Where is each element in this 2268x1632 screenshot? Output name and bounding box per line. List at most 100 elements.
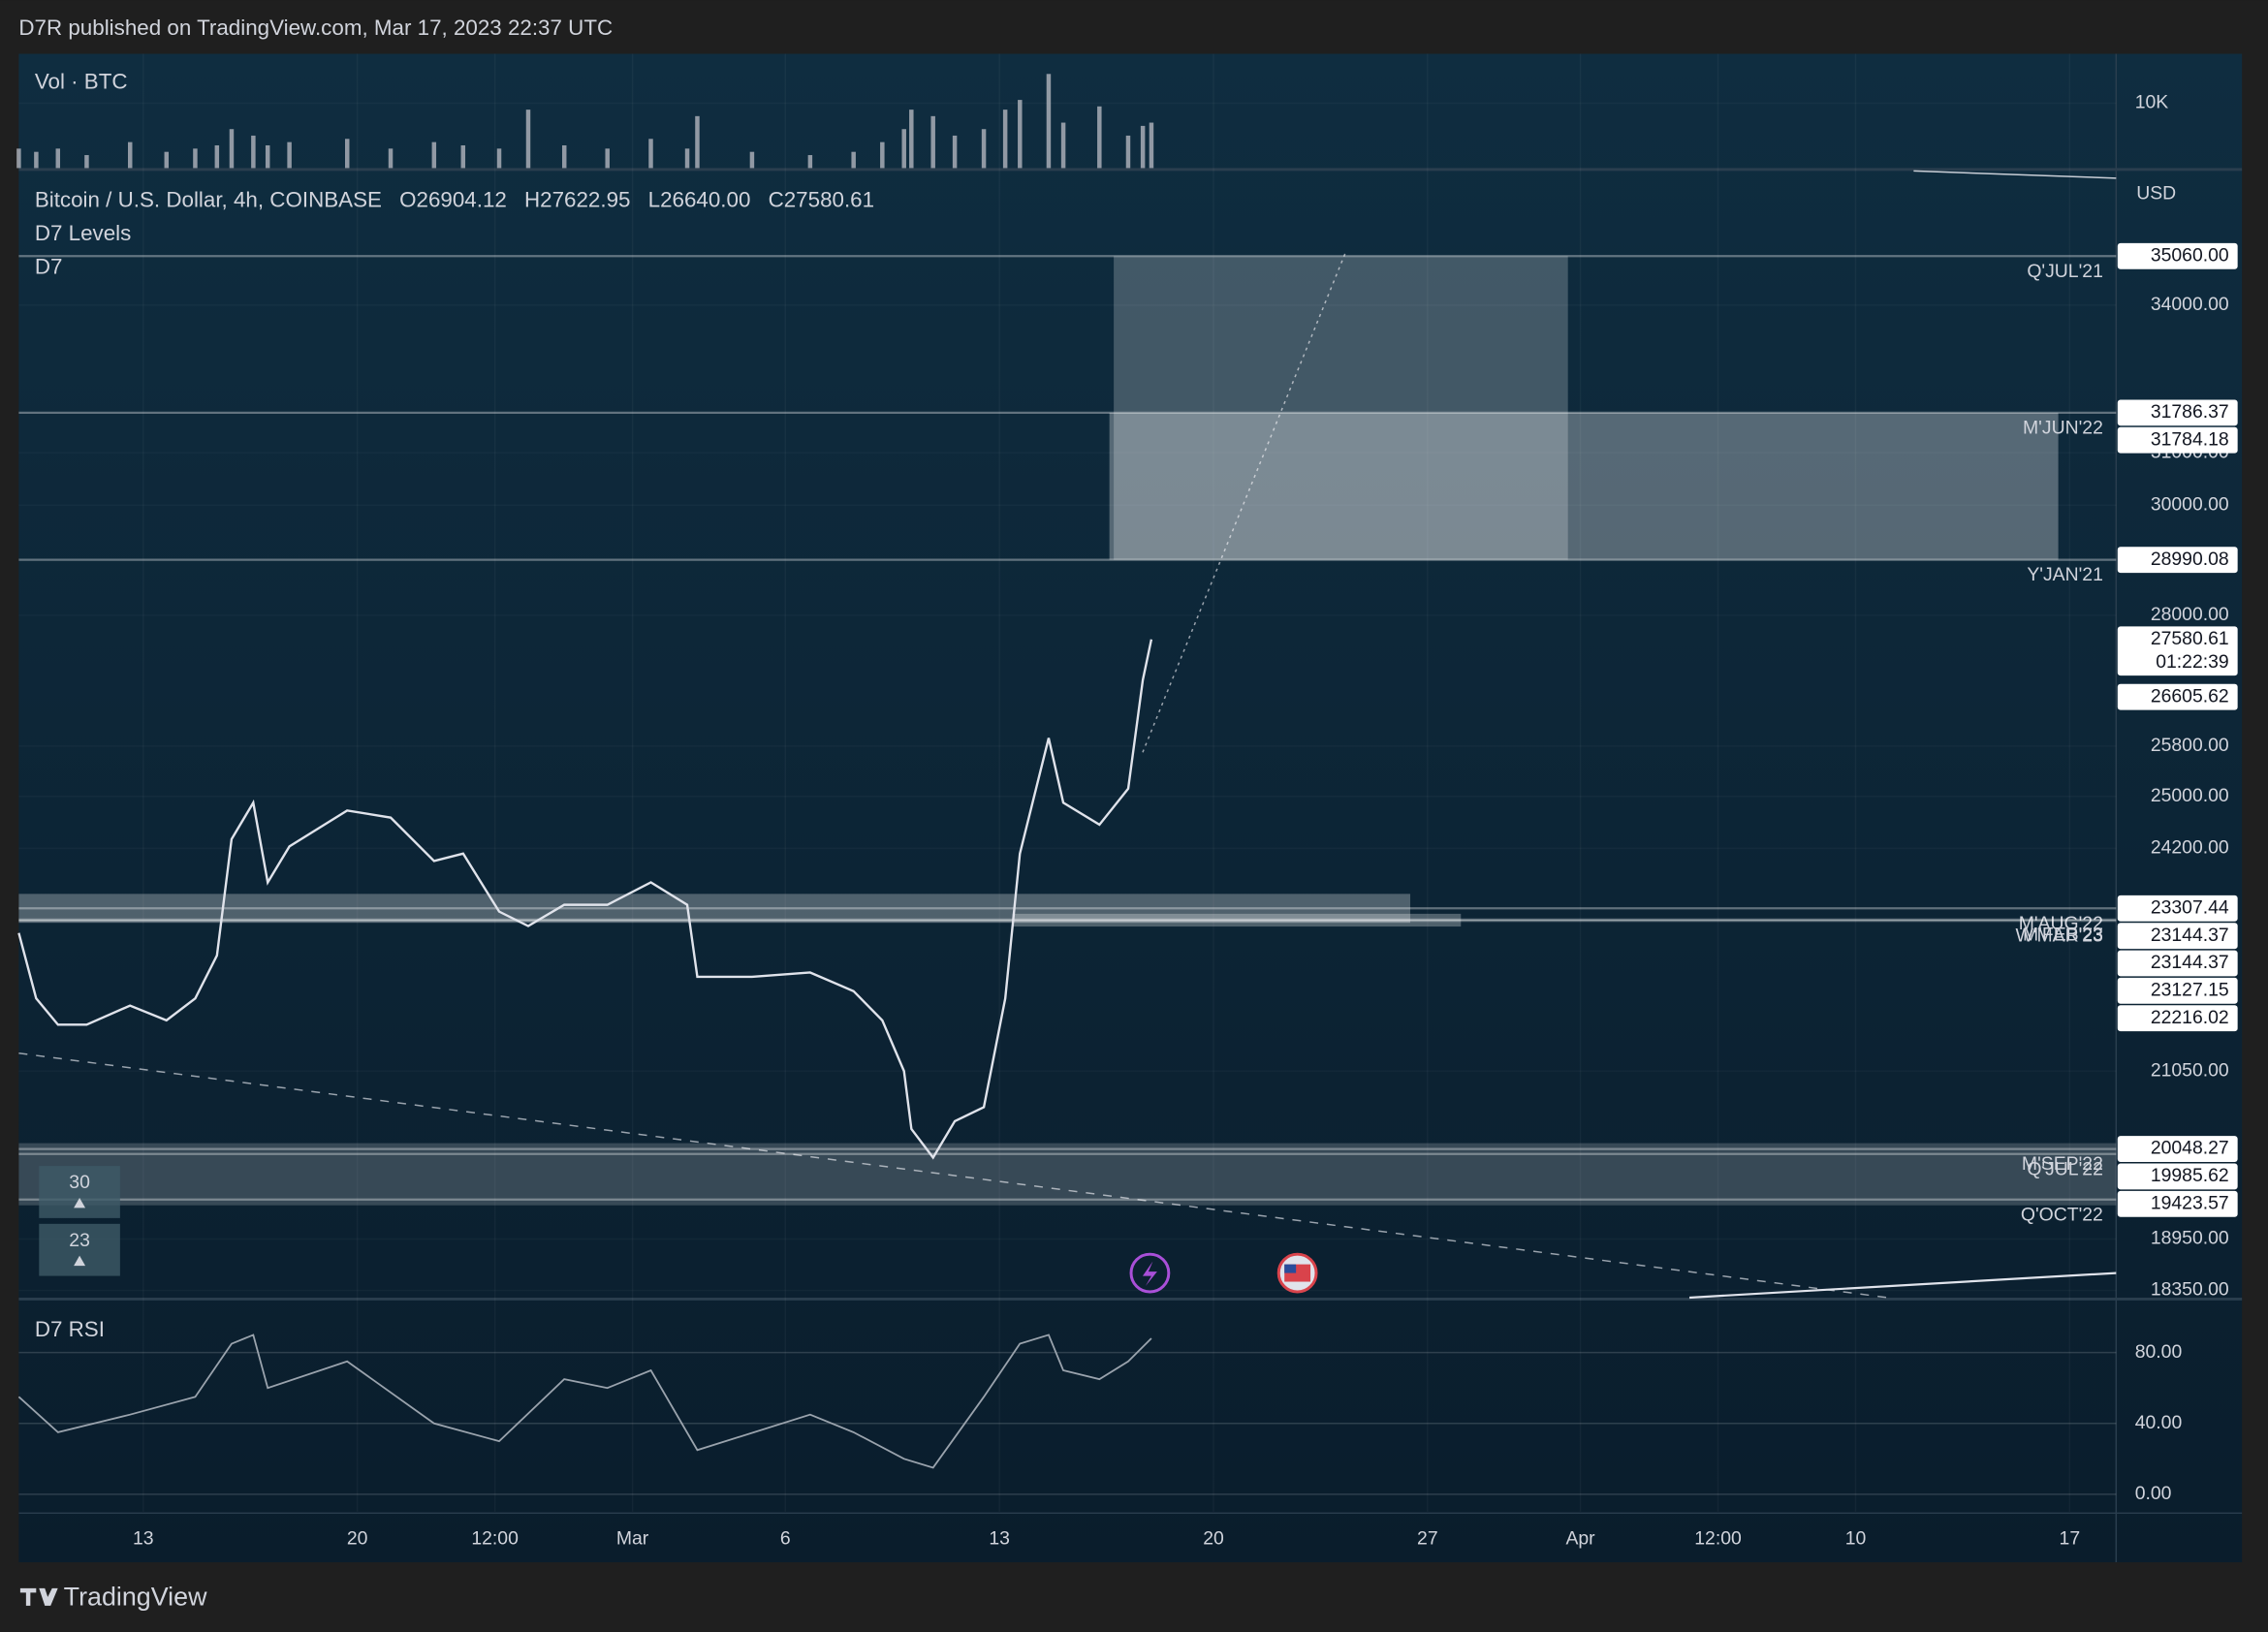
x-tick-label: 12:00 [1694,1527,1742,1549]
volume-bar [55,148,61,169]
volume-bar [16,148,21,169]
badge-label: 30 [69,1172,90,1193]
x-tick-label: 6 [780,1527,791,1549]
y-tick-label: 24200.00 [2151,836,2229,858]
volume-bar [344,139,350,169]
symbol: Bitcoin / U.S. Dollar, 4h, COINBASE [35,188,382,212]
level-name: M'AUG'22 [2019,913,2103,934]
ohlc-low: L26640.00 [648,188,751,212]
projection-line [1142,253,1346,753]
price-box-label: 31786.37 [2151,401,2229,423]
volume-bar [127,141,133,169]
price-box-bg [2117,426,2238,454]
y-tick-label: 18950.00 [2151,1228,2229,1249]
price-box-label: 20048.27 [2151,1138,2229,1159]
price-box-bg [2117,1163,2238,1190]
level-zone [18,894,1411,924]
volume-bar [684,148,690,169]
badge-label: 23 [69,1230,90,1251]
volume-bar [880,141,885,169]
x-tick-label: Apr [1565,1527,1595,1549]
volume-bar [388,148,394,169]
volume-bar [1060,122,1066,169]
price-box-label: 28990.08 [2151,549,2229,570]
price-box-label: 23144.37 [2151,925,2229,946]
level-zone [18,1143,2117,1206]
currency: USD [2136,182,2176,204]
plot-layer: 13 20 12:00 Mar 6 13 20 27 Apr 12:00 10 17 10K 34000.… [16,53,2238,1549]
volume-bar [525,110,531,169]
countdown: 01:22:39 [2156,651,2228,673]
volume-bar [901,129,906,169]
volume-bar [251,135,256,169]
event-icon-glyph [1142,1261,1157,1287]
volume-bar [496,148,502,169]
price-box-bg [2117,1136,2238,1163]
volume-bar [1149,122,1154,169]
x-tick-label: 13 [989,1527,1010,1549]
price-box-bg [2117,950,2238,977]
brand-logo [19,1587,58,1606]
price-box-bg [2117,547,2238,574]
price-box-bg [2117,1005,2238,1032]
x-tick-label: 12:00 [471,1527,519,1549]
volume-bar [981,129,987,169]
volume-bar [807,155,813,169]
level-name: M'SEP'22 [2022,1153,2103,1175]
brand: TradingView [64,1582,207,1611]
volume-bar [164,151,170,169]
y-tick-label: 30000.00 [2151,493,2229,515]
price-box-bg [2117,1190,2238,1217]
x-tick-label: 20 [1203,1527,1224,1549]
volume-bar [460,144,466,169]
volume-bar [1140,125,1146,169]
level-zone [1109,412,2059,560]
price-box-label: 26605.62 [2151,685,2229,706]
volume-bar [561,144,567,169]
x-tick-label: 13 [133,1527,154,1549]
badge [39,1223,120,1276]
volume-bar [1018,100,1023,169]
x-tick-label: 10 [1845,1527,1867,1549]
pane-title: Vol · BTC [35,69,128,93]
volume-bar [265,144,270,169]
price-box-bg [2117,399,2238,426]
x-tick-label: Mar [616,1527,649,1549]
price-box-label: 23307.44 [2151,896,2229,918]
badge-arrow [74,1197,86,1208]
level-zone [1114,256,1568,560]
volume-bar [605,148,610,169]
flag-glyph [1284,1264,1297,1273]
y-tick-label: 25000.00 [2151,785,2229,806]
indicator-name: D7 Levels [35,221,132,245]
trendline [18,1052,1888,1299]
price-box-bg [2117,242,2238,269]
volume-bar [1125,135,1131,169]
price-box-label: 23144.37 [2151,952,2229,973]
volume-bar [749,151,755,169]
price-box-label: 19985.62 [2151,1165,2229,1186]
trendline [1913,170,2117,179]
volume-bar [952,135,958,169]
symbol-title: Bitcoin / U.S. Dollar, 4h, COINBASE O269… [35,188,874,212]
price-line [17,639,1153,1160]
x-tick-label: 27 [1417,1527,1438,1549]
level-name: M'FEB'23 [2023,924,2103,945]
ohlc-close: C27580.61 [769,188,874,212]
price-box-label: 19423.57 [2151,1192,2229,1213]
badge [39,1166,120,1218]
event-icon[interactable] [1129,1252,1171,1294]
level-zone [1012,913,1462,927]
volume-bar [1046,74,1052,169]
price-box-bg [2117,626,2238,676]
volume-bar [851,151,856,169]
badge-arrow [74,1255,86,1267]
level-name: W'MAR'23 [2015,926,2102,947]
volume-bar [34,151,39,169]
volume-bar [287,141,292,169]
y-tick-label: 18350.00 [2151,1279,2229,1301]
trendline [1688,1271,2117,1300]
level-name: M'JUN'22 [2023,417,2103,438]
level-name: Y'JAN'21 [2027,564,2103,585]
